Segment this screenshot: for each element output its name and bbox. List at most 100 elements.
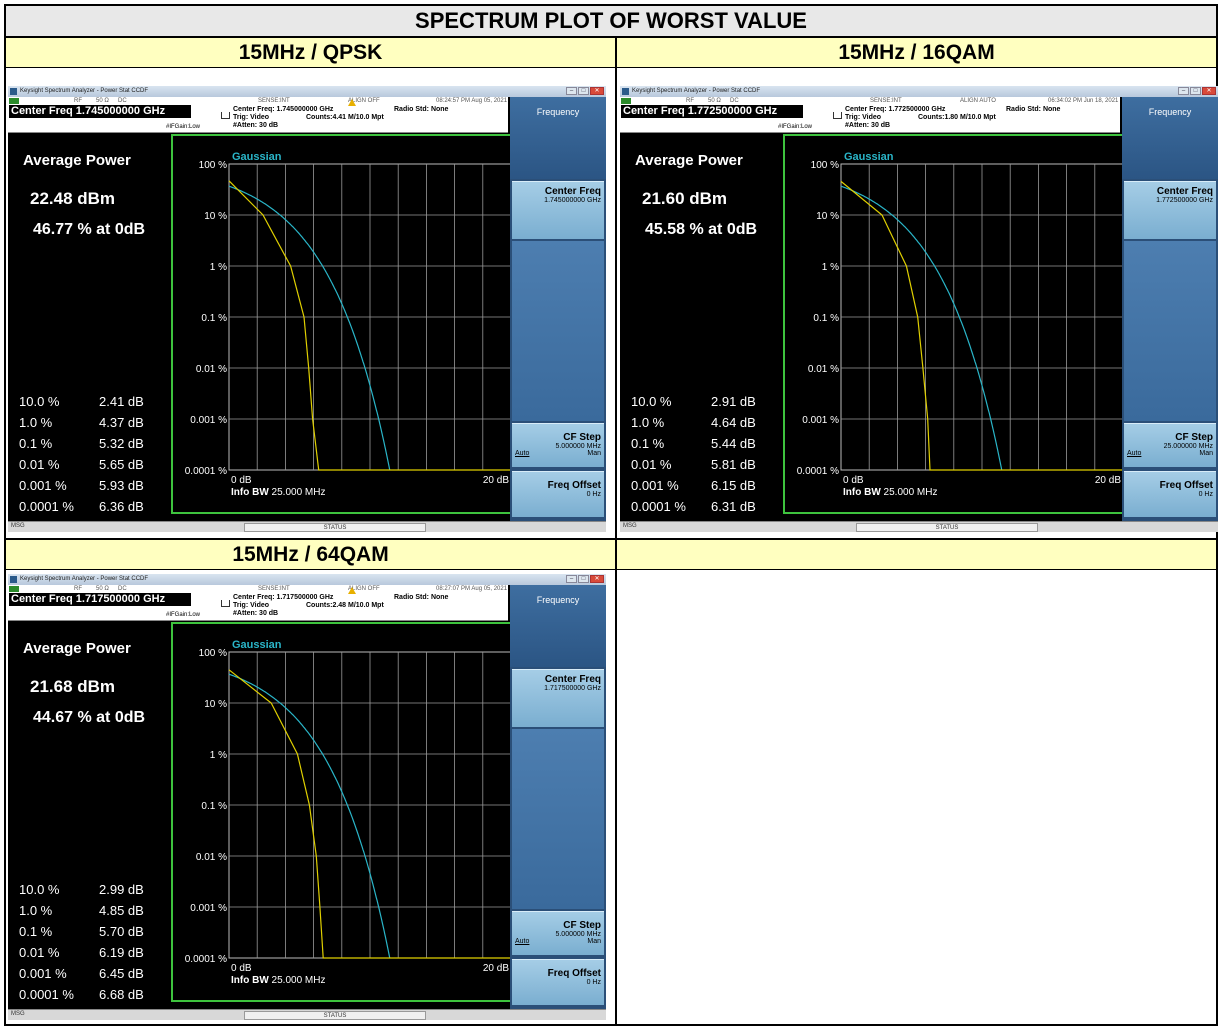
- softkey-value: 1.745000000 GHz: [544, 197, 601, 204]
- softkey-value: 5.000000 MHz: [555, 443, 601, 450]
- info-radio-std: Radio Std: None: [394, 594, 449, 601]
- softkey-menu-title: Frequency: [510, 585, 606, 667]
- info-radio-std: Radio Std: None: [394, 106, 449, 113]
- stat-probability: 10.0 %: [631, 394, 672, 409]
- stat-probability: 10.0 %: [19, 394, 60, 409]
- minimize-icon[interactable]: –: [1178, 87, 1189, 95]
- info-trig: Trig: Video: [233, 602, 270, 609]
- maximize-icon[interactable]: □: [578, 575, 589, 583]
- y-tick-label: 0.0001 %: [185, 954, 227, 965]
- message-bar: MSG STATUS: [8, 521, 606, 532]
- y-tick-label: 0.001 %: [190, 903, 227, 914]
- y-tick-label: 0.001 %: [190, 415, 227, 426]
- softkey-menu-title: Frequency: [1122, 97, 1218, 179]
- average-power-label: Average Power: [23, 152, 131, 169]
- gaussian-trace: [228, 185, 391, 471]
- window-titlebar: Keysight Spectrum Analyzer - Power Stat …: [8, 574, 606, 585]
- stat-value: 2.99 dB: [99, 882, 144, 897]
- cf-step-softkey[interactable]: CF Step 25.000000 MHz Auto Man: [1124, 423, 1216, 467]
- y-tick-label: 100 %: [199, 648, 227, 659]
- man-option: Man: [1199, 450, 1213, 457]
- msg-label: MSG: [11, 1011, 25, 1017]
- window-controls: – □ ✕: [1178, 87, 1216, 96]
- info-bw: Info BW 25.000 MHz: [231, 487, 325, 498]
- app-icon: [10, 88, 17, 95]
- center-freq-softkey[interactable]: Center Freq 1.772500000 GHz: [1124, 181, 1216, 239]
- freq-offset-softkey[interactable]: Freq Offset 0 Hz: [512, 471, 604, 517]
- stat-value: 6.45 dB: [99, 966, 144, 981]
- close-icon[interactable]: ✕: [590, 87, 604, 95]
- msg-label: MSG: [623, 523, 637, 529]
- softkey-panel: Frequency Center Freq 1.717500000 GHz CF…: [510, 585, 606, 1009]
- stat-probability: 0.01 %: [631, 457, 672, 472]
- report-table: SPECTRUM PLOT OF WORST VALUE 15MHz / QPS…: [4, 4, 1218, 1026]
- gaussian-trace: [228, 673, 391, 959]
- stat-value: 5.32 dB: [99, 436, 144, 451]
- sense-label: SENSE:INT: [258, 586, 290, 592]
- info-counts: Counts:2.48 M/10.0 Mpt: [306, 602, 384, 609]
- coupling-label: DC: [730, 98, 739, 104]
- app-icon: [10, 576, 17, 583]
- softkey-label: Center Freq: [544, 674, 601, 685]
- timestamp: 08:27:07 PM Aug 05, 2021: [436, 586, 508, 592]
- center-freq-display[interactable]: Center Freq 1.717500000 GHz: [9, 593, 191, 606]
- softkey-value: 0 Hz: [586, 491, 601, 498]
- stat-probability: 0.0001 %: [19, 987, 74, 1002]
- measured-trace: [228, 669, 511, 959]
- window-titlebar: Keysight Spectrum Analyzer - Power Stat …: [8, 86, 606, 97]
- stat-probability: 1.0 %: [19, 903, 53, 918]
- trigger-icon: [221, 600, 230, 607]
- minimize-icon[interactable]: –: [566, 575, 577, 583]
- stat-probability: 0.001 %: [631, 478, 679, 493]
- auto-man-toggle[interactable]: Auto Man: [512, 450, 601, 457]
- percent-at-0db: 45.58 % at 0dB: [645, 221, 758, 238]
- y-tick-label: 0.1 %: [201, 801, 227, 812]
- maximize-icon[interactable]: □: [1190, 87, 1201, 95]
- info-counts: Counts:4.41 M/10.0 Mpt: [306, 114, 384, 121]
- auto-man-toggle[interactable]: Auto Man: [1124, 450, 1213, 457]
- center-freq-display[interactable]: Center Freq 1.772500000 GHz: [621, 105, 803, 118]
- center-freq-display[interactable]: Center Freq 1.745000000 GHz: [9, 105, 191, 118]
- align-status: ALIGN OFF: [348, 586, 380, 594]
- app-icon: [622, 88, 629, 95]
- measurement-bar: RF 50 Ω DC SENSE:INT ALIGN AUTO 06:34:02…: [620, 97, 1120, 133]
- trigger-icon: [833, 112, 842, 119]
- timestamp: 06:34:02 PM Jun 18, 2021: [1048, 98, 1119, 104]
- if-gain: #IFGain:Low: [166, 124, 201, 130]
- page-title: SPECTRUM PLOT OF WORST VALUE: [6, 6, 1216, 38]
- info-atten: #Atten: 30 dB: [845, 122, 891, 129]
- analyzer-screenshot: Keysight Spectrum Analyzer - Power Stat …: [620, 86, 1218, 532]
- cf-step-softkey[interactable]: CF Step 5.000000 MHz Auto Man: [512, 911, 604, 955]
- center-freq-softkey[interactable]: Center Freq 1.745000000 GHz: [512, 181, 604, 239]
- stat-value: 4.64 dB: [711, 415, 756, 430]
- softkey-menu-title: Frequency: [510, 97, 606, 179]
- y-tick-label: 0.0001 %: [797, 466, 839, 477]
- info-atten: #Atten: 30 dB: [233, 610, 279, 617]
- minimize-icon[interactable]: –: [566, 87, 577, 95]
- maximize-icon[interactable]: □: [578, 87, 589, 95]
- average-power-label: Average Power: [23, 640, 131, 657]
- auto-option: Auto: [515, 450, 530, 457]
- softkey-value: 0 Hz: [1198, 491, 1213, 498]
- cf-step-softkey[interactable]: CF Step 5.000000 MHz Auto Man: [512, 423, 604, 467]
- stat-probability: 0.001 %: [19, 478, 67, 493]
- if-gain: #IFGain:Low: [166, 612, 201, 618]
- lxi-icon: [621, 98, 631, 104]
- stat-probability: 1.0 %: [19, 415, 53, 430]
- message-bar: MSG STATUS: [8, 1009, 606, 1020]
- average-power-value: 21.60 dBm: [642, 189, 728, 208]
- stat-value: 4.37 dB: [99, 415, 144, 430]
- center-freq-softkey[interactable]: Center Freq 1.717500000 GHz: [512, 669, 604, 727]
- softkey-label: CF Step: [1175, 432, 1213, 443]
- cell-label-64qam: 15MHz / 64QAM: [6, 540, 615, 570]
- close-icon[interactable]: ✕: [590, 575, 604, 583]
- stat-probability: 0.0001 %: [19, 499, 74, 514]
- trigger-icon: [221, 112, 230, 119]
- percent-at-0db: 46.77 % at 0dB: [33, 221, 146, 238]
- close-icon[interactable]: ✕: [1202, 87, 1216, 95]
- freq-offset-softkey[interactable]: Freq Offset 0 Hz: [1124, 471, 1216, 517]
- y-tick-label: 0.01 %: [808, 364, 839, 375]
- auto-man-toggle[interactable]: Auto Man: [512, 938, 601, 945]
- freq-offset-softkey[interactable]: Freq Offset 0 Hz: [512, 959, 604, 1005]
- x-tick-label: 20 dB: [483, 963, 509, 974]
